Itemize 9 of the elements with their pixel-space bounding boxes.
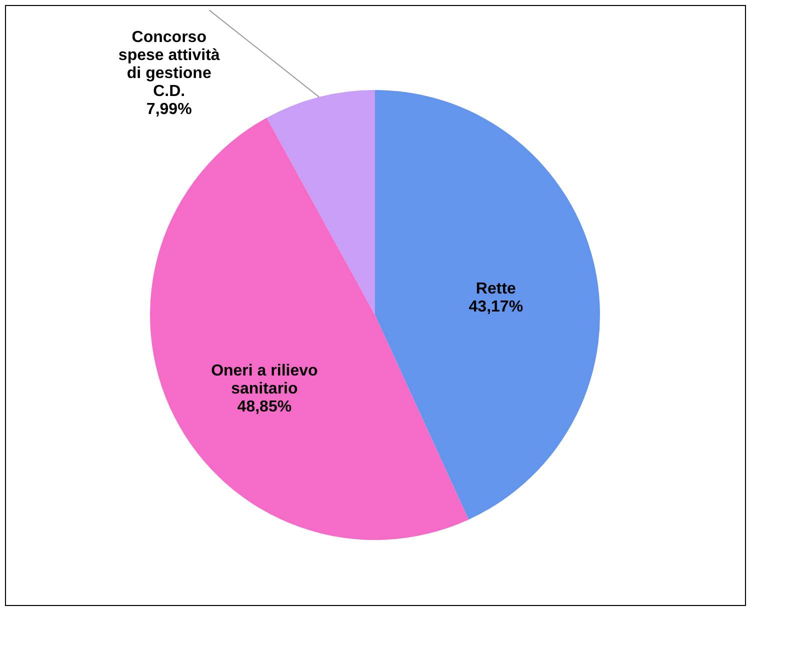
- slice-label: Oneri a rilievo sanitario: [211, 362, 318, 398]
- pie-slice: [150, 118, 469, 540]
- pie-slice: [375, 90, 600, 520]
- data-label: 7,99%: [146, 101, 192, 118]
- slice-label: Rette: [476, 280, 516, 298]
- pie-slice: [266, 90, 375, 315]
- data-label: 43,17%: [468, 298, 524, 316]
- data-label: 48,85%: [237, 398, 292, 416]
- slice-label: Concorso spese attività di gestione C.D.: [118, 29, 220, 100]
